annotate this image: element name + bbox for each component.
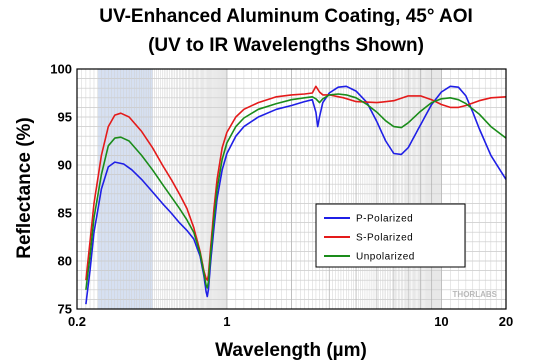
x-tick-label: 1 [223, 314, 230, 329]
x-tick-label: 10 [434, 314, 448, 329]
y-tick-label: 90 [58, 158, 72, 173]
series-line-s-polarized [85, 85, 507, 281]
y-tick-label: 75 [58, 302, 72, 317]
highlight-band [97, 69, 153, 309]
legend: P-Polarized S-Polarized Unpolarized [315, 203, 466, 268]
legend-label-unpolarized: Unpolarized [356, 252, 415, 263]
x-tick-label: 20 [499, 314, 513, 329]
legend-label-s-polarized: S-Polarized [356, 233, 413, 244]
chart-subtitle: (UV to IR Wavelengths Shown) [148, 35, 424, 56]
plot-frame [76, 68, 507, 310]
x-tick-label: 0.2 [68, 314, 86, 329]
x-axis-label: Wavelength (µm) [215, 340, 367, 361]
series-line-unpolarized [85, 93, 507, 290]
series-layer [85, 85, 507, 305]
legend-label-p-polarized: P-Polarized [356, 214, 413, 225]
y-tick-label: 95 [58, 110, 72, 125]
chart-title: UV-Enhanced Aluminum Coating, 45° AOI [99, 6, 473, 27]
thorlabs-watermark: THORLABS [453, 290, 498, 299]
tick-label-layer: 75 80 85 90 95 100 0.2 1 10 20 [50, 62, 513, 330]
grid-layer [76, 68, 507, 310]
highlight-band-layer [97, 69, 153, 309]
y-tick-label: 85 [58, 206, 72, 221]
y-tick-label: 100 [50, 62, 72, 77]
y-axis-label: Reflectance (%) [14, 117, 35, 259]
series-line-p-polarized [85, 85, 507, 305]
y-tick-label: 80 [58, 254, 72, 269]
